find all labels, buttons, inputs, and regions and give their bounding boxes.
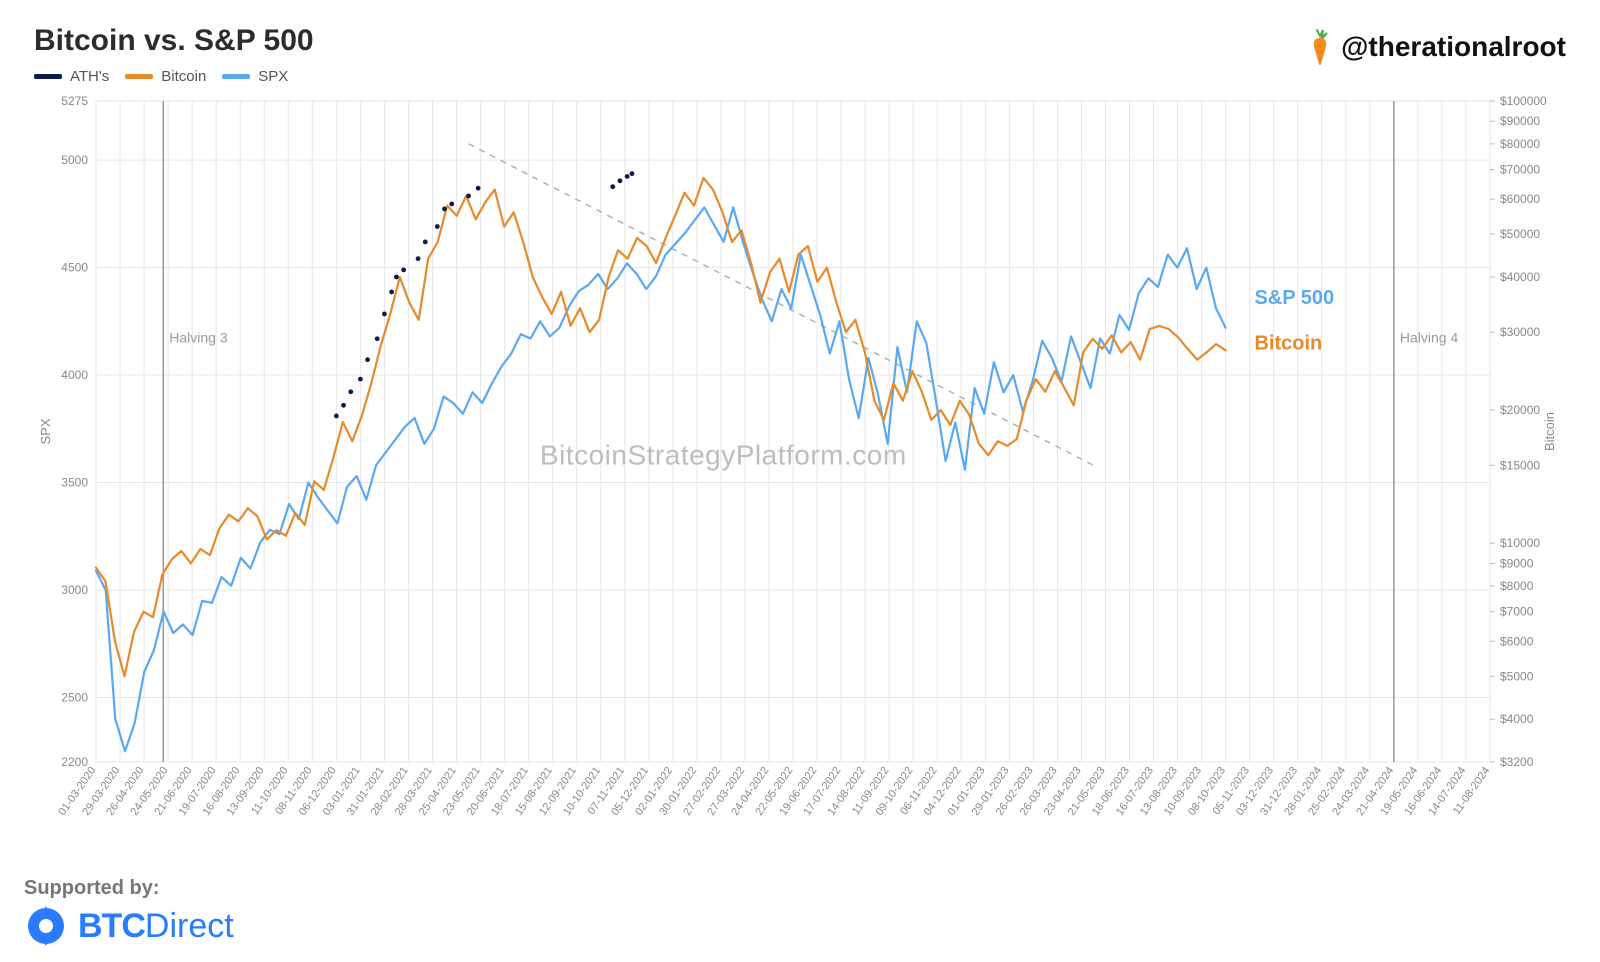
legend-item-spx: SPX — [222, 68, 288, 85]
legend-label-spx: SPX — [258, 68, 288, 85]
svg-text:$10000: $10000 — [1500, 536, 1540, 550]
legend-swatch-spx — [222, 74, 250, 79]
svg-text:$9000: $9000 — [1500, 556, 1534, 570]
svg-text:$70000: $70000 — [1500, 162, 1540, 176]
svg-text:BitcoinStrategyPlatform.com: BitcoinStrategyPlatform.com — [540, 440, 907, 471]
author-handle: @therationalroot — [1307, 28, 1566, 66]
legend-item-aths: ATH's — [34, 68, 109, 85]
svg-text:$3200: $3200 — [1500, 755, 1534, 769]
svg-text:Bitcoin: Bitcoin — [1254, 332, 1322, 354]
svg-text:Halving 4: Halving 4 — [1400, 329, 1459, 345]
svg-text:SPX: SPX — [38, 418, 53, 444]
svg-text:$60000: $60000 — [1500, 192, 1540, 206]
legend-swatch-bitcoin — [125, 74, 153, 79]
svg-text:4500: 4500 — [61, 261, 88, 275]
carrot-icon — [1307, 28, 1333, 66]
svg-text:$90000: $90000 — [1500, 114, 1540, 128]
chart-title: Bitcoin vs. S&P 500 — [34, 24, 314, 58]
svg-text:3500: 3500 — [61, 476, 88, 490]
chart: 01-03-202029-03-202026-04-202024-05-2020… — [34, 95, 1566, 842]
svg-text:$100000: $100000 — [1500, 95, 1547, 108]
svg-text:$7000: $7000 — [1500, 605, 1534, 619]
legend: ATH's Bitcoin SPX — [34, 68, 288, 85]
supported-by: Supported by: BTCDirect — [24, 877, 234, 948]
legend-swatch-aths — [34, 74, 62, 79]
legend-label-bitcoin: Bitcoin — [161, 68, 206, 85]
svg-text:4000: 4000 — [61, 368, 88, 382]
supported-brand-light: Direct — [145, 907, 234, 945]
svg-text:$4000: $4000 — [1500, 712, 1534, 726]
svg-text:3000: 3000 — [61, 583, 88, 597]
svg-text:$8000: $8000 — [1500, 579, 1534, 593]
svg-text:S&P 500: S&P 500 — [1254, 287, 1334, 309]
btcdirect-icon — [24, 904, 68, 948]
svg-text:2200: 2200 — [61, 755, 88, 769]
svg-text:Halving 3: Halving 3 — [169, 329, 228, 345]
legend-label-aths: ATH's — [70, 68, 109, 85]
legend-item-bitcoin: Bitcoin — [125, 68, 206, 85]
supported-by-label: Supported by: — [24, 877, 234, 900]
svg-text:$80000: $80000 — [1500, 137, 1540, 151]
svg-text:Bitcoin: Bitcoin — [1542, 412, 1557, 451]
svg-text:$5000: $5000 — [1500, 669, 1534, 683]
svg-text:5000: 5000 — [61, 153, 88, 167]
supported-brand-bold: BTC — [78, 907, 145, 945]
svg-text:$6000: $6000 — [1500, 634, 1534, 648]
svg-text:5275: 5275 — [61, 95, 88, 108]
author-handle-text: @therationalroot — [1341, 31, 1566, 63]
svg-text:$40000: $40000 — [1500, 270, 1540, 284]
svg-text:2500: 2500 — [61, 691, 88, 705]
svg-text:$50000: $50000 — [1500, 227, 1540, 241]
supported-by-logo: BTCDirect — [24, 904, 234, 948]
svg-text:$20000: $20000 — [1500, 403, 1540, 417]
svg-text:$30000: $30000 — [1500, 325, 1540, 339]
svg-text:$15000: $15000 — [1500, 458, 1540, 472]
